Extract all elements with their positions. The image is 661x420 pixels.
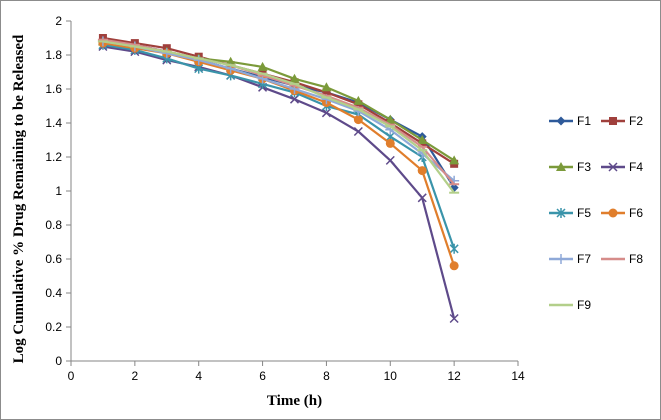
x-tick-label: 12 — [447, 369, 461, 383]
legend-marker-f6 — [608, 208, 618, 218]
legend-item-f8: F8 — [601, 252, 643, 266]
y-axis-title: Log Cumulative % Drug Remaining to be Re… — [11, 34, 27, 363]
series-line-f6 — [102, 42, 456, 267]
series-line-f1 — [102, 38, 456, 189]
x-tick-label: 10 — [384, 369, 398, 383]
legend-item-f7: F7 — [549, 252, 591, 266]
legend-marker-f7 — [556, 254, 566, 264]
data-point-f6 — [353, 115, 363, 125]
x-tick-label: 0 — [68, 369, 75, 383]
x-tick-label: 6 — [259, 369, 266, 383]
data-point-f6 — [417, 166, 427, 176]
data-point-f5 — [449, 243, 459, 254]
series-f1 — [98, 35, 459, 193]
legend-label-f5: F5 — [577, 206, 591, 220]
x-axis-title: Time (h) — [267, 393, 322, 409]
series-line-f8 — [102, 38, 455, 185]
data-point-f3 — [353, 95, 364, 105]
legend-label-f9: F9 — [577, 298, 591, 312]
y-tick-label: 0.8 — [45, 218, 62, 232]
legend-item-f4: F4 — [601, 160, 643, 174]
data-point-f4 — [449, 313, 459, 324]
data-point-f3 — [321, 82, 332, 92]
legend-item-f5: F5 — [549, 206, 591, 220]
y-tick-label: 2 — [55, 14, 62, 28]
y-axis: 0 0.2 0.4 0.6 0.8 1 1.2 1.4 1.6 1.8 2 — [45, 14, 71, 368]
legend-marker-f5 — [556, 208, 566, 218]
legend-marker-f2 — [609, 117, 617, 125]
data-point-f3 — [257, 61, 268, 71]
y-tick-label: 1 — [55, 184, 62, 198]
x-axis: 0 2 4 6 8 10 12 14 — [68, 361, 525, 383]
data-point-f3 — [385, 114, 396, 124]
legend-label-f3: F3 — [577, 160, 591, 174]
y-tick-label: 0 — [55, 354, 62, 368]
data-point-f4 — [385, 155, 395, 165]
legend-label-f6: F6 — [629, 206, 643, 220]
y-tick-label: 1.2 — [45, 150, 62, 164]
legend-marker-f4 — [608, 162, 618, 172]
series-layer — [97, 34, 460, 324]
data-point-f6 — [385, 138, 395, 148]
data-point-f6 — [449, 261, 459, 271]
series-line-f5 — [102, 43, 456, 250]
legend-item-f3: F3 — [549, 160, 591, 174]
legend-label-f1: F1 — [577, 114, 591, 128]
legend-label-f8: F8 — [629, 252, 643, 266]
data-point-f4 — [353, 126, 363, 137]
x-tick-label: 14 — [511, 369, 525, 383]
series-line-f9 — [102, 40, 455, 194]
data-point-f3 — [417, 135, 428, 144]
y-tick-label: 0.6 — [45, 252, 62, 266]
data-point-f3 — [225, 56, 236, 66]
data-point-f4 — [417, 193, 427, 203]
legend-item-f6: F6 — [601, 206, 643, 220]
series-line-f7 — [102, 40, 455, 182]
data-point-f4 — [321, 108, 331, 118]
x-tick-label: 2 — [132, 369, 139, 383]
series-f9 — [97, 40, 460, 194]
series-f7 — [97, 36, 460, 186]
legend-item-f1: F1 — [549, 114, 591, 128]
legend: F1 F2 F3 F4 F5 F6 F7 F8 F9 — [549, 114, 643, 312]
legend-item-f2: F2 — [601, 114, 643, 128]
series-f8 — [97, 38, 460, 186]
legend-marker-f1 — [556, 116, 566, 126]
y-tick-label: 1.8 — [45, 48, 62, 62]
y-tick-label: 1.4 — [45, 116, 62, 130]
data-point-f3 — [449, 155, 460, 165]
legend-item-f9: F9 — [549, 298, 591, 312]
y-tick-label: 1.6 — [45, 82, 62, 96]
legend-label-f7: F7 — [577, 252, 591, 266]
data-point-f4 — [289, 94, 300, 104]
y-tick-label: 0.4 — [45, 286, 62, 300]
y-tick-label: 0.2 — [45, 320, 62, 334]
legend-label-f2: F2 — [629, 114, 643, 128]
data-point-f3 — [289, 73, 300, 83]
data-point-f2 — [322, 88, 331, 97]
legend-marker-f3 — [556, 162, 566, 171]
legend-label-f4: F4 — [629, 160, 643, 174]
x-tick-label: 4 — [195, 369, 202, 383]
x-tick-label: 8 — [323, 369, 330, 383]
series-line-f4 — [102, 45, 456, 319]
